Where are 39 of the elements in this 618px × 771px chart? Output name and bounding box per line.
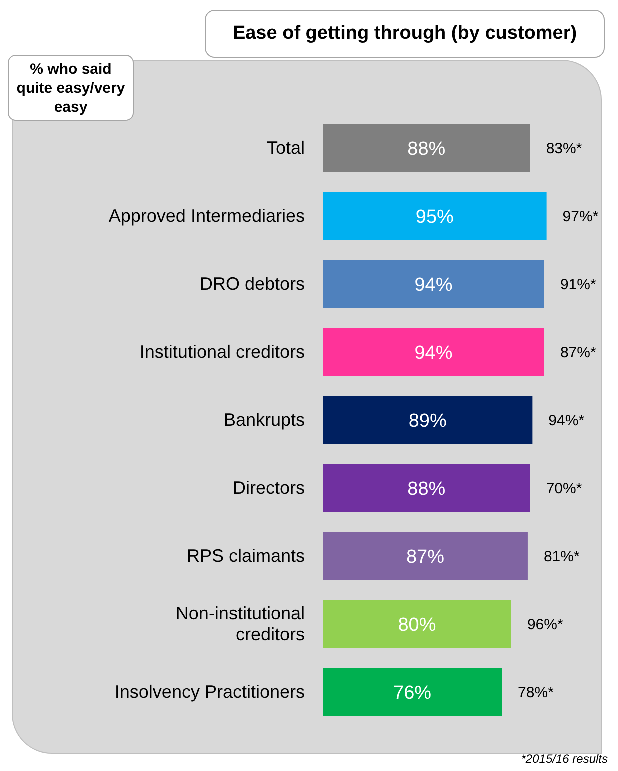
bar [323, 668, 502, 716]
y-tick-label: Non-institutional creditors [176, 604, 305, 644]
y-tick-label: Institutional creditors [140, 342, 305, 362]
y-tick-label: Bankrupts [224, 410, 305, 430]
bar [323, 532, 528, 580]
y-axis-title: % who said quite easy/very easy [8, 55, 134, 121]
bar [323, 600, 512, 648]
data-label: 76% [394, 683, 432, 704]
data-label: 95% [416, 207, 454, 228]
data-label: 89% [408, 411, 447, 432]
bar [323, 396, 533, 444]
y-tick-label: Total [266, 138, 305, 158]
data-label: 88% [408, 479, 446, 500]
annotation: 87%* [560, 344, 596, 362]
bar [323, 328, 544, 376]
y-tick-label: Insolvency Practitioners [114, 682, 305, 702]
annotation: 91%* [560, 276, 596, 294]
y-tick-label: DRO debtors [200, 274, 305, 294]
bar [323, 192, 547, 240]
annotation: 96%* [527, 616, 564, 634]
annotation: 97%* [562, 208, 599, 226]
bar [323, 260, 544, 308]
data-label: 94% [414, 343, 453, 364]
y-tick-label: Directors [232, 478, 305, 498]
data-label: 88% [408, 139, 446, 160]
chart-title: Ease of getting through (by customer) [205, 10, 605, 58]
annotation: 81%* [544, 548, 580, 566]
y-tick-label: RPS claimants [186, 546, 305, 566]
annotation: 94%* [548, 412, 585, 430]
data-label: 80% [398, 615, 436, 636]
annotation: 78%* [518, 684, 554, 702]
data-label: 94% [414, 275, 453, 296]
bar [323, 464, 530, 512]
y-tick-label: Approved Intermediaries [108, 206, 305, 226]
bar [323, 124, 530, 172]
data-label: 87% [406, 547, 445, 568]
annotation: 83%* [546, 140, 582, 158]
annotation: 70%* [546, 480, 582, 498]
text: *2015/16 results [521, 752, 608, 766]
